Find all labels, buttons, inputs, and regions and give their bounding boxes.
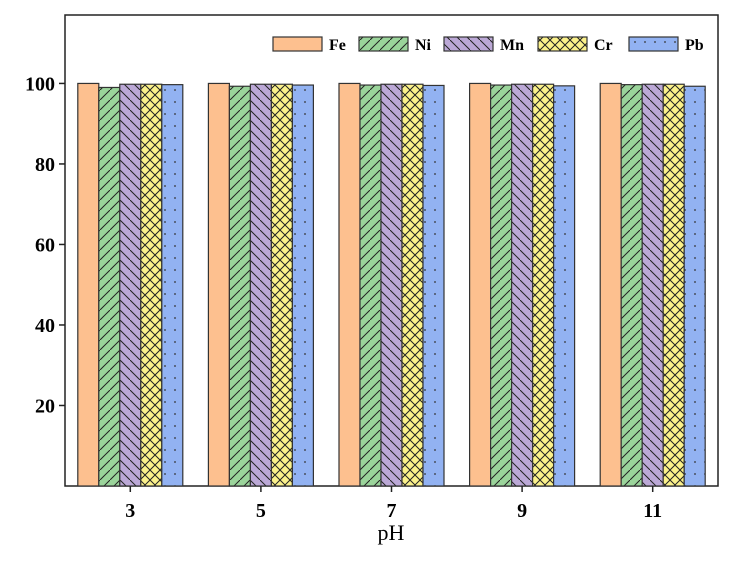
bar-pattern [140,84,162,486]
bar-fe-ph9 [469,83,491,486]
legend-swatch-outline [358,36,409,52]
bar-outline [552,85,576,487]
bar-pattern [553,85,575,486]
bar-pattern [532,84,554,486]
bar-pattern [402,84,423,486]
legend-swatch-pattern [359,37,408,51]
bar-pattern [98,87,120,486]
bar-outline [422,84,445,487]
y-tick-label: 20 [35,395,55,417]
y-tick-label: 60 [35,234,55,256]
bar-pattern [271,84,293,486]
legend-swatch-pattern [444,37,493,51]
bar-outline [291,84,314,487]
legend-label-ni: Ni [415,37,432,54]
bar-fe-ph5 [208,83,230,486]
bar-pattern [119,84,141,486]
bar-fe-ph3 [77,83,99,486]
legend-swatch-outline [537,36,588,52]
bar-pattern [490,85,512,487]
bar-pattern [684,86,706,486]
legend-label-mn: Mn [500,37,524,54]
legend-swatch-pattern [629,37,678,51]
legend-label-pb: Pb [685,37,704,54]
bar-pattern [663,84,685,486]
y-tick-label: 100 [25,73,55,95]
x-tick-label: 11 [643,500,662,522]
legend-swatch-fe [273,37,322,51]
bar-pattern [250,84,272,486]
bar-pattern [381,84,402,486]
x-tick-label: 7 [387,500,397,522]
legend-swatch-pattern [538,37,587,51]
bar-pattern [621,84,643,487]
x-tick-label: 9 [517,500,527,522]
bar-outline [161,84,184,487]
legend-label-cr: Cr [594,37,613,54]
bar-pattern [642,84,664,486]
legend-swatch-outline [628,36,679,52]
legend-swatch-outline [272,36,323,52]
legend-swatch-outline [443,36,494,52]
bar-fe-ph7 [339,83,360,486]
bar-pattern [423,85,444,486]
bar-pattern [161,84,183,487]
bar-pattern [292,85,314,487]
bar-outline [683,85,706,487]
bar-pattern [360,85,381,487]
bar-pattern [511,84,533,486]
x-tick-label: 3 [125,500,135,522]
bar-pattern [229,86,251,486]
y-tick-label: 40 [35,315,55,337]
y-tick-label: 80 [35,154,55,176]
legend-label-fe: Fe [329,37,346,54]
x-tick-label: 5 [256,500,266,522]
x-axis-label: pH [378,520,405,545]
bar-fe-ph11 [600,83,622,486]
